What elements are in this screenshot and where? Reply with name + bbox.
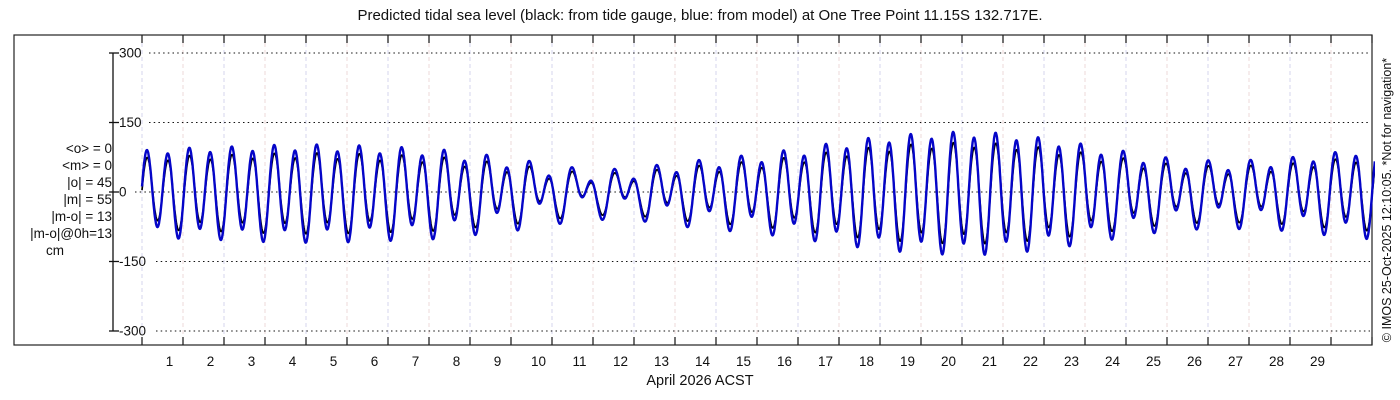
chart-title: Predicted tidal sea level (black: from t… (357, 7, 1043, 24)
x-tick-label: 13 (654, 354, 669, 369)
stats-line: <m> = 0 (62, 158, 112, 173)
x-axis-label: April 2026 ACST (646, 373, 754, 389)
x-tick-label: 12 (613, 354, 628, 369)
x-tick-label: 11 (572, 354, 586, 369)
x-tick-label: 2 (207, 354, 215, 369)
copyright-watermark: © IMOS 25-Oct-2025 12:10:05. *Not for na… (1380, 57, 1394, 343)
x-tick-label: 7 (412, 354, 420, 369)
x-tick-label: 28 (1269, 354, 1284, 369)
x-tick-label: 23 (1064, 354, 1079, 369)
stats-line: |m| = 55 (63, 192, 112, 207)
x-tick-label: 22 (1023, 354, 1038, 369)
tide-curves (140, 130, 1375, 256)
x-tick-label: 27 (1228, 354, 1243, 369)
stats-line: cm (46, 243, 64, 258)
stats-line: <o> = 0 (65, 141, 112, 156)
stats-block: <o> = 0 <m> = 0 |o| = 45 |m| = 55 |m-o| = 13… (16, 140, 112, 259)
x-tick-label: 3 (248, 354, 256, 369)
x-tick-label: 20 (941, 354, 956, 369)
x-tick-label: 26 (1187, 354, 1202, 369)
x-tick-label: 5 (330, 354, 338, 369)
y-tick-label: -150 (119, 254, 146, 269)
x-tick-label: 21 (982, 354, 997, 369)
x-tick-label: 6 (371, 354, 379, 369)
x-tick-label: 10 (531, 354, 546, 369)
stats-line: |m-o|@0h=13 (30, 226, 112, 241)
x-tick-label: 24 (1105, 354, 1121, 369)
y-tick-label: 300 (119, 46, 142, 61)
y-tick-label: 0 (119, 185, 127, 200)
x-tick-label: 17 (818, 354, 833, 369)
x-tick-label: 16 (777, 354, 792, 369)
x-tick-labels: 1 2 3 4 5 6 7 8 9 10 11 12 13 14 15 16 17 18 19 20 21 22 23 24 2… (166, 354, 1325, 369)
day-boundary-ticks (141, 35, 1373, 345)
stats-line: |o| = 45 (67, 175, 112, 190)
stats-line: |m-o| = 13 (51, 209, 112, 224)
x-tick-label: 8 (453, 354, 461, 369)
x-tick-label: 29 (1310, 354, 1325, 369)
x-tick-label: 1 (166, 354, 174, 369)
y-axis: 300 150 0 -150 -300 (109, 46, 146, 338)
y-tick-label: 150 (119, 115, 142, 130)
x-tick-label: 19 (900, 354, 915, 369)
x-tick-label: 15 (736, 354, 751, 369)
x-tick-label: 18 (859, 354, 874, 369)
x-tick-label: 14 (695, 354, 711, 369)
model-curve (140, 130, 1375, 256)
horizontal-dotted-gridlines (135, 52, 1370, 332)
x-tick-label: 9 (494, 354, 502, 369)
x-tick-label: 4 (289, 354, 297, 369)
y-tick-label: -300 (119, 323, 146, 338)
x-tick-label: 25 (1146, 354, 1161, 369)
